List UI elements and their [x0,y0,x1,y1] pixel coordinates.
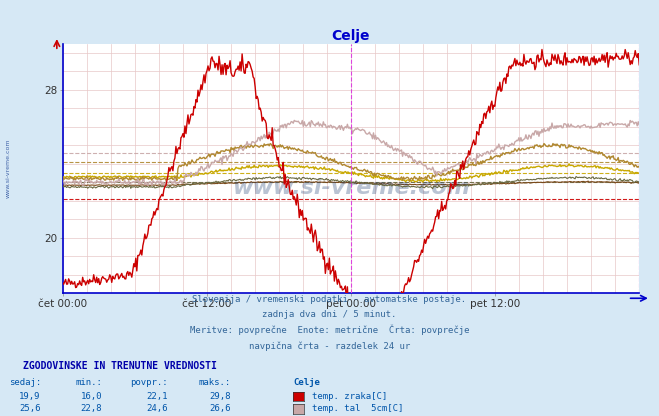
Text: 29,8: 29,8 [209,392,231,401]
Text: 22,1: 22,1 [146,392,168,401]
Text: Slovenija / vremenski podatki - avtomatske postaje.: Slovenija / vremenski podatki - avtomats… [192,295,467,304]
Text: www.si-vreme.com: www.si-vreme.com [5,139,11,198]
Text: 22,8: 22,8 [80,404,102,414]
Text: temp. tal  5cm[C]: temp. tal 5cm[C] [312,404,403,414]
Title: Celje: Celje [331,29,370,42]
Text: zadnja dva dni / 5 minut.: zadnja dva dni / 5 minut. [262,310,397,319]
Text: povpr.:: povpr.: [130,378,168,387]
Text: 19,9: 19,9 [19,392,41,401]
Text: www.si-vreme.com: www.si-vreme.com [232,178,470,198]
Text: min.:: min.: [75,378,102,387]
Text: temp. zraka[C]: temp. zraka[C] [312,392,387,401]
Text: sedaj:: sedaj: [9,378,41,387]
Text: ZGODOVINSKE IN TRENUTNE VREDNOSTI: ZGODOVINSKE IN TRENUTNE VREDNOSTI [23,361,217,371]
Text: 26,6: 26,6 [209,404,231,414]
Text: 16,0: 16,0 [80,392,102,401]
Text: 24,6: 24,6 [146,404,168,414]
Text: Celje: Celje [293,378,320,387]
Text: 25,6: 25,6 [19,404,41,414]
Text: navpična črta - razdelek 24 ur: navpična črta - razdelek 24 ur [249,342,410,351]
Text: Meritve: povprečne  Enote: metrične  Črta: povprečje: Meritve: povprečne Enote: metrične Črta:… [190,325,469,335]
Text: maks.:: maks.: [198,378,231,387]
